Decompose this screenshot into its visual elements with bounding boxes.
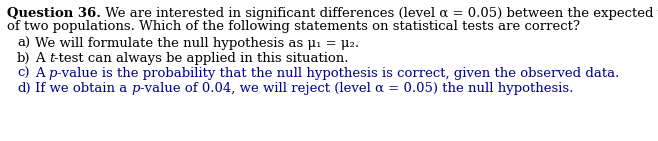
- Text: We will formulate the null hypothesis as μ₁ = μ₂.: We will formulate the null hypothesis as…: [35, 37, 359, 50]
- Text: A: A: [35, 52, 49, 65]
- Text: If we obtain a: If we obtain a: [35, 82, 132, 95]
- Text: -value is the probability that the null hypothesis is correct, given the observe: -value is the probability that the null …: [57, 67, 620, 80]
- Text: d): d): [17, 82, 31, 95]
- Text: -value of 0.04, we will reject (level α = 0.05) the null hypothesis.: -value of 0.04, we will reject (level α …: [140, 82, 573, 95]
- Text: Question 36.: Question 36.: [7, 7, 101, 20]
- Text: b): b): [17, 52, 30, 65]
- Text: t: t: [49, 52, 54, 65]
- Text: of two populations. Which of the following statements on statistical tests are c: of two populations. Which of the followi…: [7, 20, 580, 33]
- Text: We are interested in significant differences (level α = 0.05) between the expect: We are interested in significant differe…: [101, 7, 658, 20]
- Text: c): c): [17, 67, 30, 80]
- Text: p: p: [132, 82, 140, 95]
- Text: p: p: [49, 67, 57, 80]
- Text: -test can always be applied in this situation.: -test can always be applied in this situ…: [54, 52, 349, 65]
- Text: a): a): [17, 37, 30, 50]
- Text: A: A: [35, 67, 49, 80]
